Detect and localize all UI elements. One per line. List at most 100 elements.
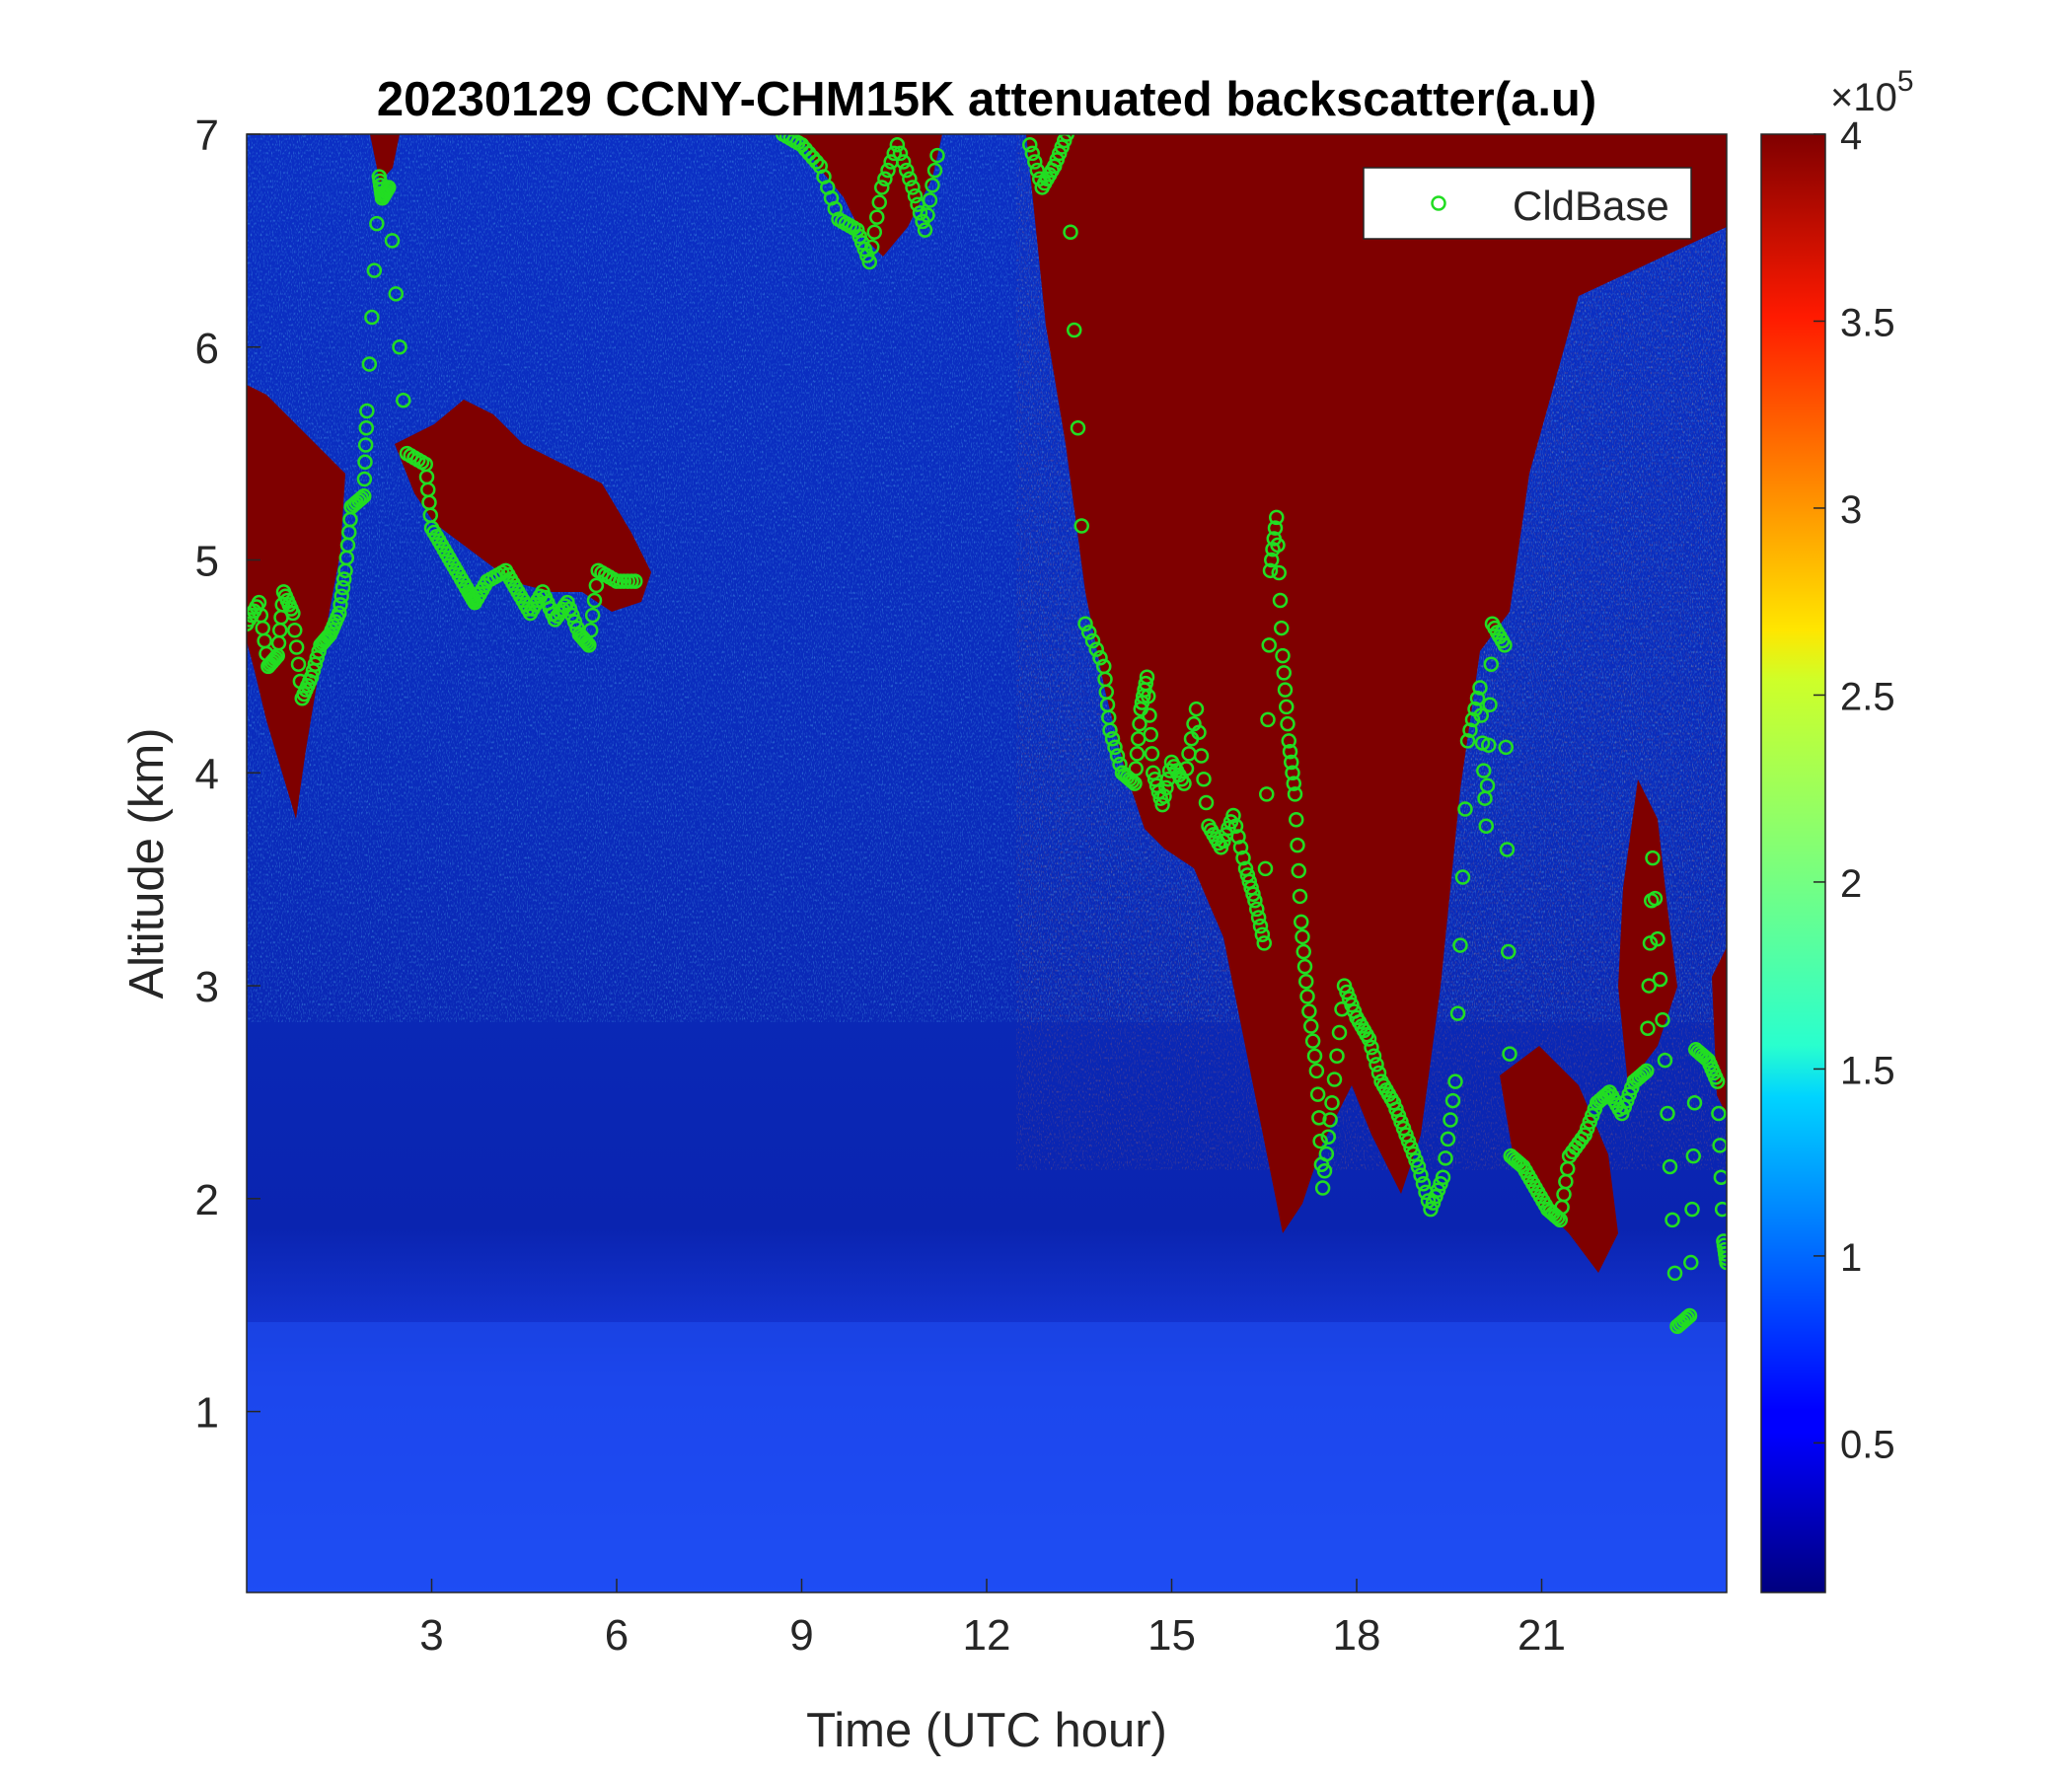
y-tick-label: 4 [195,750,219,798]
cldbase-point [1464,711,1481,728]
cldbase-point [1459,733,1476,749]
cldbase-point [1719,1254,1727,1271]
y-tick-label: 3 [195,963,219,1011]
cldbase-point [1641,978,1657,994]
cldbase-point [1479,777,1496,793]
cldbase-point [801,145,817,162]
cldbase-point [1473,707,1489,723]
cldbase-point [1249,901,1265,918]
cldbase-point [1154,796,1170,813]
cldbase-point [588,577,605,594]
colorbar-tick-label: 2.5 [1840,675,1895,718]
cldbase-point [1073,518,1089,534]
cldbase-point [1413,1167,1429,1183]
cldbase-point [889,137,906,153]
cldbase-point [584,607,601,624]
x-tick-label: 21 [1517,1611,1566,1660]
cldbase-point [1718,1246,1727,1262]
boundary-layer [247,1322,1727,1592]
cldbase-point [1127,776,1143,791]
cldbase-point [1277,682,1294,698]
colorbar-tick-label: 4 [1840,114,1862,158]
cldbase-point [1275,647,1291,664]
cldbase-point [1077,616,1093,632]
cldbase-point [1295,928,1310,945]
cldbase-point [902,171,918,187]
colorbar-multiplier-exponent: 5 [1897,65,1914,98]
cldbase-point [1415,1175,1432,1192]
cldbase-point [357,437,374,453]
cldbase-point [1250,910,1267,925]
cldbase-point [265,652,282,668]
cldbase-point [1331,1024,1348,1041]
y-tick-label: 1 [195,1389,219,1438]
colorbar-tick-label: 3 [1840,488,1862,532]
cldbase-point [871,194,887,210]
cldbase-point [333,588,349,604]
cldbase-point [1247,893,1263,909]
cldbase-point [1092,650,1108,666]
cldbase-point [808,154,825,170]
cldbase-point [1132,715,1147,732]
cldbase-point [1276,665,1292,681]
cldbase-point [1366,1048,1382,1065]
cldbase-point [877,171,893,187]
colorbar-tick-label: 1.5 [1840,1049,1895,1092]
cldbase-point [359,403,375,419]
cldbase-point [1650,930,1665,947]
cldbase-point [1256,935,1272,951]
cldbase-point [1176,776,1192,791]
cldbase-point [1462,722,1478,738]
cldbase-point [1285,765,1300,781]
cldbase-point [1270,537,1286,554]
y-tick-label: 2 [195,1176,219,1224]
cldbase-point [1410,1158,1427,1175]
colorbar-gradient [1760,133,1826,1593]
cldbase-point [1063,224,1078,241]
cldbase-point [1639,1063,1655,1079]
cldbase-point [1264,552,1280,568]
cldbase-point [1299,989,1315,1004]
cldbase-point [920,207,935,223]
cldbase-point [926,162,943,179]
cldbase-point [886,145,902,162]
cldbase-point [1657,1052,1673,1069]
cldbase-point [1070,420,1086,436]
cldbase-point [356,488,372,504]
cldbase-point [1652,971,1668,988]
cldbase-point [388,286,404,302]
cldbase-point [874,180,890,195]
cldbase-point [917,222,933,238]
cldbase-point [1301,1003,1317,1019]
cldbase-point [1281,733,1296,749]
cldbase-point [332,605,347,622]
y-axis: 1 2 3 4 5 6 7 [195,111,260,1438]
cldbase-point [1257,860,1274,877]
cldbase-point [1443,1112,1458,1128]
cldbase-point [1709,1073,1726,1089]
cldbase-point [805,149,821,166]
cldbase-point [1501,943,1517,960]
cldbase-point [1314,1180,1331,1196]
cldbase-point [1324,1094,1340,1111]
cldbase-point [1024,145,1040,162]
cldbase-point [1482,697,1498,713]
cldbase-point [1457,801,1473,817]
cldbase-point [1472,680,1488,696]
cldbase-point [1158,779,1174,796]
cldbase-point [1304,1033,1321,1049]
x-tick-label: 6 [605,1611,629,1660]
cldbase-point [1232,840,1249,855]
colorbar-tick-label: 2 [1840,862,1862,906]
cldbase-point [358,420,374,436]
cldbase-point [929,147,945,164]
cldbase-point [1449,1005,1466,1021]
x-axis-label: Time (UTC hour) [806,1704,1167,1757]
cldbase-point [793,137,810,153]
cldbase-point [1498,739,1514,756]
cldbase-point [1107,739,1123,756]
cldbase-point [1316,1163,1333,1179]
cldbase-point [1294,914,1309,930]
cldbase-point [1129,746,1146,762]
cldbase-point [1282,743,1298,760]
